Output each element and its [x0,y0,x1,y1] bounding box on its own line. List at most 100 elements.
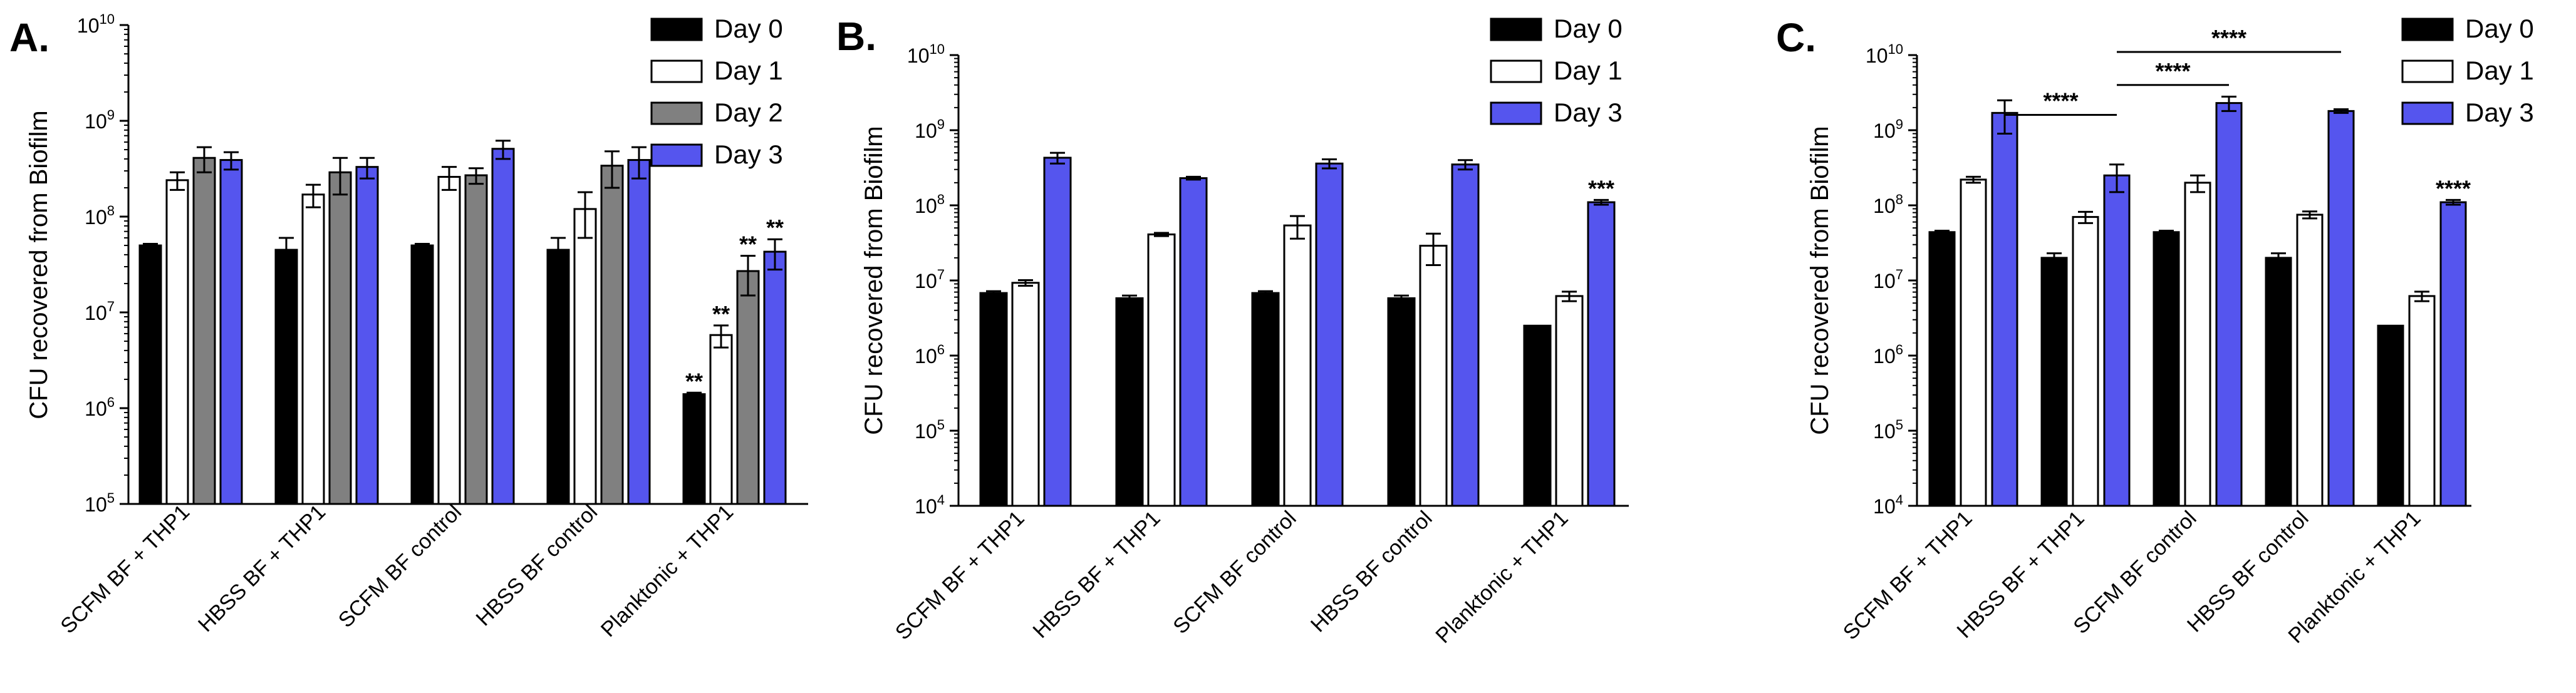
x-tick-label: HBSS BF control [1306,506,1437,637]
y-tick-base: 10 [85,206,107,228]
x-tick-label: HBSS BF + THP1 [1028,506,1165,643]
y-tick-label: 109 [85,107,115,133]
bar [2040,257,2068,507]
y-tick-base: 10 [915,495,937,518]
bar [1960,178,1987,507]
y-tick-base: 10 [1873,120,1896,142]
legend-swatch [2401,101,2454,125]
y-tick-base: 10 [85,398,107,420]
y-tick-label: 107 [85,299,115,324]
y-tick-base: 10 [915,420,937,443]
y-tick-label: 105 [85,490,115,516]
legend-swatch [2401,59,2454,83]
bar [627,159,651,505]
bar [1928,231,1956,507]
y-tick-base: 10 [85,302,107,324]
bar [682,393,706,505]
bar [2215,102,2243,507]
significance-annotation: **** [2436,175,2471,201]
panel-label: B. [836,14,876,59]
y-tick-label: 109 [1873,116,1903,142]
y-tick-exponent: 9 [937,116,945,132]
bracket-significance: **** [2043,88,2078,114]
chart-panel-b: B.CFU recovered from Biofilm104105106107… [836,14,1629,648]
bar [410,244,434,505]
bar [736,270,760,505]
bar [192,157,216,505]
significance-annotation: ** [766,215,784,240]
bar [2327,110,2355,507]
bar [1587,201,1616,507]
bar [1179,177,1208,507]
bar [2296,213,2324,507]
y-tick-label: 106 [915,342,945,367]
y-tick-base: 10 [1873,420,1896,443]
y-tick-exponent: 7 [107,299,115,314]
y-tick-exponent: 10 [1888,41,1903,57]
y-tick-base: 10 [1873,270,1896,292]
y-tick-base: 10 [907,44,930,67]
legend-swatch [650,59,703,83]
x-tick-label: HBSS BF control [2183,506,2314,637]
y-tick-base: 10 [77,14,100,37]
y-tick-base: 10 [915,195,937,217]
y-tick-base: 10 [1873,345,1896,367]
legend-label: Day 1 [714,56,783,85]
legend-swatch [650,143,703,167]
y-tick-label: 1010 [1866,41,1903,67]
bar [1283,224,1312,507]
bar [2377,324,2404,507]
x-tick-label: SCFM BF + THP1 [891,506,1029,645]
y-tick-exponent: 6 [937,342,945,357]
bar [464,174,488,505]
y-tick-label: 106 [85,394,115,420]
y-tick-exponent: 4 [1896,492,1903,508]
legend-swatch [1490,101,1542,125]
panel-label: C. [1776,15,1816,60]
bar [1043,157,1072,507]
bar [573,208,597,505]
significance-annotation: ** [712,301,730,327]
bar [1419,245,1448,507]
y-tick-label: 108 [85,203,115,228]
bar [491,148,515,505]
y-tick-exponent: 9 [1896,116,1903,132]
y-tick-exponent: 6 [1896,342,1903,357]
y-tick-base: 10 [915,120,937,142]
x-tick-label: HBSS BF control [472,500,603,631]
bar [600,165,624,505]
bar [2153,231,2180,507]
legend-swatch [650,101,703,125]
y-tick-base: 10 [1866,44,1888,67]
y-tick-label: 104 [1873,492,1903,518]
legend-label: Day 1 [2465,56,2534,85]
y-tick-exponent: 7 [1896,267,1903,282]
x-tick-label: Planktonic + THP1 [1431,506,1572,648]
significance-annotation: ** [739,232,757,257]
y-tick-exponent: 7 [937,267,945,282]
bar [1315,162,1344,507]
y-tick-label: 108 [915,192,945,217]
bar [2072,216,2099,507]
bar [355,166,379,505]
y-tick-label: 107 [1873,267,1903,292]
y-tick-exponent: 5 [107,490,115,506]
legend-swatch [1490,18,1542,41]
y-tick-label: 105 [1873,417,1903,443]
x-tick-label: Planktonic + THP1 [596,500,738,642]
y-tick-exponent: 8 [1896,192,1903,207]
y-tick-exponent: 6 [107,394,115,410]
legend-swatch [1490,59,1542,83]
y-tick-exponent: 10 [100,11,115,27]
y-tick-exponent: 10 [930,41,945,57]
bar [437,176,461,505]
y-tick-base: 10 [85,110,107,133]
bar [1523,324,1552,507]
bar [2184,182,2211,507]
y-tick-base: 10 [1873,195,1896,217]
y-tick-base: 10 [915,345,937,367]
legend-label: Day 0 [2465,14,2534,43]
legend-label: Day 0 [714,14,783,43]
bar [2265,257,2292,507]
y-tick-exponent: 5 [937,417,945,433]
